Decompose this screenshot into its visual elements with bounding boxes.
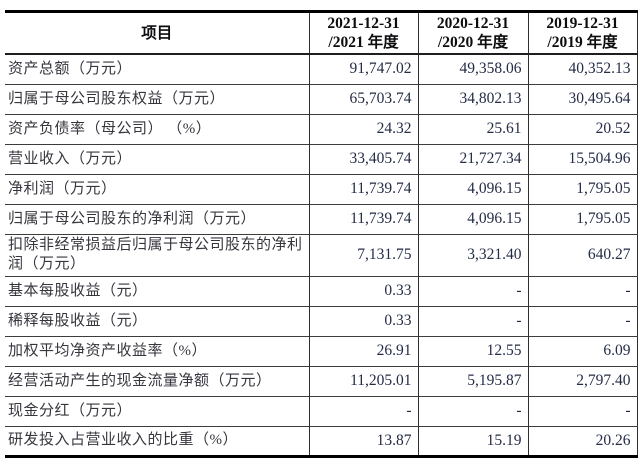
row-label: 研发投入占营业收入的比重（%） <box>5 425 309 456</box>
value-2019: 30,495.64 <box>527 83 637 114</box>
table-row-parent-net-profit: 归属于母公司股东的净利润（万元） 11,739.74 4,096.15 1,79… <box>5 203 637 234</box>
value-2020: 21,727.34 <box>417 143 528 174</box>
value-2021: 0.33 <box>308 305 418 336</box>
value-2019: 40,352.13 <box>527 53 637 84</box>
table-row-cash-dividend: 现金分红（万元） - - - <box>5 395 637 426</box>
value-2019: - <box>527 305 637 336</box>
period-date: 2019-12-31 <box>546 15 619 32</box>
value-2021: 0.33 <box>308 275 418 306</box>
column-header-item: 项目 <box>141 24 173 42</box>
value-2021: 65,703.74 <box>308 83 418 114</box>
row-label: 归属于母公司股东的净利润（万元） <box>5 203 309 234</box>
value-2020: 4,096.15 <box>417 173 528 204</box>
column-header-2021: 2021-12-31 /2021 年度 <box>308 11 418 54</box>
value-2020: 34,802.13 <box>417 83 528 114</box>
period-year: /2020 年度 <box>437 34 509 51</box>
table-row-revenue: 营业收入（万元） 33,405.74 21,727.34 15,504.96 <box>5 143 637 174</box>
table-header-row: 项目 2021-12-31 /2021 年度 2020-12-31 /2020 … <box>5 11 637 54</box>
period-year: /2021 年度 <box>328 34 399 51</box>
row-label: 现金分红（万元） <box>5 395 309 426</box>
row-label: 营业收入（万元） <box>5 143 309 174</box>
value-2019: - <box>527 275 637 306</box>
table-row-deducted-net-profit: 扣除非经常损益后归属于母公司股东的净利润（万元） 7,131.75 3,321.… <box>5 233 637 276</box>
value-2019: 15,504.96 <box>527 143 637 174</box>
row-label: 稀释每股收益（元） <box>5 305 309 336</box>
row-label: 净利润（万元） <box>5 173 309 204</box>
value-2020: - <box>417 395 528 426</box>
value-2020: - <box>417 275 528 306</box>
value-2020: 3,321.40 <box>417 233 528 276</box>
row-label: 加权平均净资产收益率（%） <box>5 335 309 366</box>
value-2021: 24.32 <box>308 113 418 144</box>
column-header-2020: 2020-12-31 /2020 年度 <box>417 11 528 54</box>
row-label: 经营活动产生的现金流量净额（万元） <box>5 365 309 396</box>
table-row-parent-equity: 归属于母公司股东权益（万元） 65,703.74 34,802.13 30,49… <box>5 83 637 114</box>
period-date: 2021-12-31 <box>327 15 400 32</box>
row-label: 资产负债率（母公司） （%） <box>5 113 309 144</box>
value-2020: - <box>417 305 528 336</box>
financial-summary-table: 项目 2021-12-31 /2021 年度 2020-12-31 /2020 … <box>5 10 638 458</box>
table-row-basic-eps: 基本每股收益（元） 0.33 - - <box>5 275 637 306</box>
value-2021: 7,131.75 <box>308 233 418 276</box>
column-header-2019: 2019-12-31 /2019 年度 <box>527 11 637 54</box>
value-2020: 4,096.15 <box>417 203 528 234</box>
value-2020: 15.19 <box>417 425 528 456</box>
value-2021: 13.87 <box>308 425 418 456</box>
value-2019: - <box>527 395 637 426</box>
value-2021: 11,739.74 <box>308 173 418 204</box>
table-row-debt-ratio: 资产负债率（母公司） （%） 24.32 25.61 20.52 <box>5 113 637 144</box>
table-row-diluted-eps: 稀释每股收益（元） 0.33 - - <box>5 305 637 336</box>
value-2020: 49,358.06 <box>417 53 528 84</box>
period-date: 2020-12-31 <box>436 15 510 32</box>
value-2021: 91,747.02 <box>308 53 418 84</box>
value-2020: 12.55 <box>417 335 528 366</box>
row-label: 归属于母公司股东权益（万元） <box>5 83 309 114</box>
value-2021: 26.91 <box>308 335 418 366</box>
table-row-weighted-roe: 加权平均净资产收益率（%） 26.91 12.55 6.09 <box>5 335 637 366</box>
row-label: 扣除非经常损益后归属于母公司股东的净利润（万元） <box>5 233 309 276</box>
value-2019: 1,795.05 <box>527 173 637 204</box>
value-2021: 33,405.74 <box>308 143 418 174</box>
table-row-net-profit: 净利润（万元） 11,739.74 4,096.15 1,795.05 <box>5 173 637 204</box>
value-2020: 25.61 <box>417 113 528 144</box>
value-2021: - <box>308 395 418 426</box>
value-2019: 1,795.05 <box>527 203 637 234</box>
table-row-operating-cash-flow: 经营活动产生的现金流量净额（万元） 11,205.01 5,195.87 2,7… <box>5 365 637 396</box>
row-label: 基本每股收益（元） <box>5 275 309 306</box>
value-2019: 20.26 <box>527 425 637 456</box>
row-label: 资产总额（万元） <box>5 53 309 84</box>
table-row-rd-ratio: 研发投入占营业收入的比重（%） 13.87 15.19 20.26 <box>5 425 637 456</box>
value-2019: 6.09 <box>527 335 637 366</box>
table-row-total-assets: 资产总额（万元） 91,747.02 49,358.06 40,352.13 <box>5 53 637 84</box>
value-2021: 11,205.01 <box>308 365 418 396</box>
value-2021: 11,739.74 <box>308 203 418 234</box>
period-year: /2019 年度 <box>547 34 618 51</box>
value-2019: 20.52 <box>527 113 637 144</box>
value-2019: 2,797.40 <box>527 365 637 396</box>
value-2019: 640.27 <box>527 233 637 276</box>
value-2020: 5,195.87 <box>417 365 528 396</box>
